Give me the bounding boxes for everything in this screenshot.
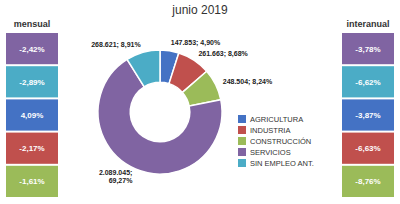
legend-swatch: [238, 159, 246, 167]
column-title: interanual: [346, 19, 389, 29]
tile-label: -1,61%: [19, 177, 44, 186]
slice: [127, 50, 160, 87]
legend-swatch: [238, 148, 246, 156]
tile: [6, 99, 58, 130]
tile-column: mensual -2,42% -2,89% 4,09% -2,17% -1,61%: [6, 19, 58, 197]
tile-column: interanual -3,78% -6,62% -3,87% -6,63% -8,76%: [342, 19, 394, 197]
tile: [6, 66, 58, 97]
legend-label: INDUSTRIA: [250, 126, 290, 135]
slice-labels: 147.853; 4,90% 261.663; 8,68% 248.504; 8,2…: [91, 39, 273, 184]
slice-label: 147.853; 4,90%: [171, 39, 221, 47]
tile: [342, 166, 394, 197]
tile: [342, 133, 394, 164]
tile: [6, 166, 58, 197]
column-title: mensual: [14, 19, 51, 29]
slice-label: 268.621; 8,91%: [91, 41, 141, 49]
legend-label: CONSTRUCCIÓN: [250, 137, 311, 146]
donut: [98, 50, 222, 174]
slice-label: 248.504; 8,24%: [223, 78, 273, 86]
legend-label: SIN EMPLEO ANT.: [250, 159, 314, 168]
title: junio 2019: [171, 3, 228, 17]
chart: junio 2019 mensual -2,42% -2,89% 4,09% -2,17%…: [0, 0, 400, 204]
legend: AGRICULTURA INDUSTRIA CONSTRUCCIÓN SERVICIO…: [238, 115, 314, 168]
legend-swatch: [238, 137, 246, 145]
tile-label: -6,62%: [355, 78, 380, 87]
slice-label: 2.089.045;69,27%: [99, 169, 133, 185]
legend-swatch: [238, 126, 246, 134]
tile-label: 4,09%: [21, 111, 44, 120]
tile: [6, 133, 58, 164]
tile: [342, 66, 394, 97]
legend-label: AGRICULTURA: [250, 115, 303, 124]
tile: [342, 33, 394, 64]
tile-label: -3,78%: [355, 45, 380, 54]
tile: [342, 99, 394, 130]
tile-label: -2,17%: [19, 144, 44, 153]
legend-label: SERVICIOS: [250, 148, 291, 157]
legend-swatch: [238, 115, 246, 123]
tile-label: -2,42%: [19, 45, 44, 54]
tile-label: -2,89%: [19, 78, 44, 87]
slice-label: 261.663; 8,68%: [198, 50, 248, 58]
tile-label: -6,63%: [355, 144, 380, 153]
tile-label: -8,76%: [355, 177, 380, 186]
tile-label: -3,87%: [355, 111, 380, 120]
tile: [6, 33, 58, 64]
